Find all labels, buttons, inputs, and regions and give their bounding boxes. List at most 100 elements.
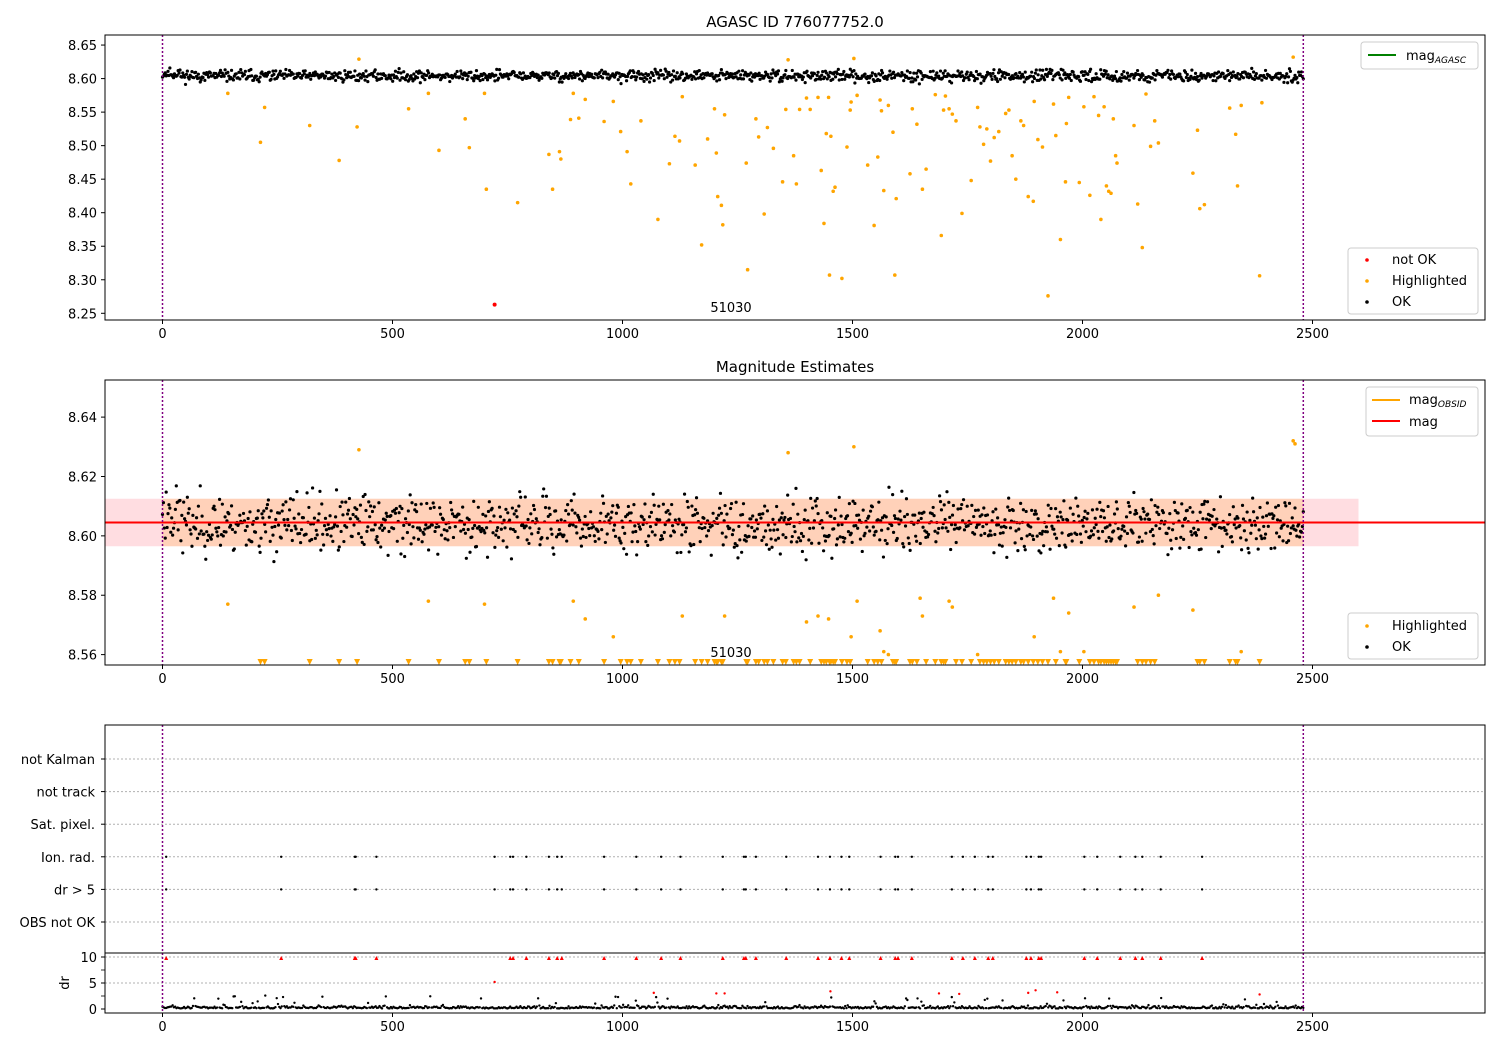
magnitude-ok-point (373, 523, 377, 527)
magnitude-ok-point (960, 502, 964, 507)
agasc-ok-point (496, 76, 501, 80)
magnitude-ok-point (591, 525, 596, 529)
dr-point (233, 995, 237, 998)
magnitude-ok-point (1011, 508, 1015, 513)
magnitude-highlighted-point (571, 599, 576, 603)
dr-point (319, 1005, 323, 1009)
agasc-highlighted-point (988, 159, 993, 163)
dr-point (745, 1007, 748, 1010)
agasc-ok-point (1031, 80, 1035, 84)
dr-large-point (1258, 993, 1261, 996)
agasc-ok-point (308, 71, 312, 76)
dr-point (231, 1006, 234, 1010)
agasc-y-tick-label: 8.65 (68, 39, 97, 54)
magnitude-ok-point (1299, 530, 1304, 534)
agasc-highlighted-point (797, 107, 802, 112)
agasc-ok-point (478, 79, 482, 83)
agasc-ok-point (938, 69, 943, 73)
magnitude-ok-point (771, 517, 775, 521)
magnitude-ok-point (548, 512, 552, 517)
agasc-highlighted-point (950, 112, 955, 116)
agasc-ok-point (570, 76, 574, 80)
magnitude-ok-point (314, 528, 318, 532)
magnitude-offscale-marker (405, 659, 412, 666)
magnitude-ok-point (600, 527, 604, 532)
magnitude-ok-point (821, 549, 826, 553)
magnitude-ok-point (1256, 547, 1260, 551)
agasc-ok-point (274, 69, 278, 73)
magnitude-ok-point (171, 533, 175, 537)
magnitude-ok-point (790, 534, 794, 539)
agasc-ok-point (1021, 75, 1025, 79)
magnitude-ok-point (1064, 545, 1068, 549)
agasc-ok-point (624, 79, 629, 83)
magnitude-ok-point (1077, 514, 1081, 518)
agasc-annotation: 51030 (710, 301, 751, 316)
magnitude-ok-point (487, 500, 491, 504)
flag-point (991, 888, 994, 891)
magnitude-ok-point (298, 531, 302, 536)
dr-point (1158, 1006, 1162, 1010)
magnitude-ok-point (1105, 525, 1109, 529)
agasc-ok-point (1044, 67, 1049, 71)
magnitude-ok-point (550, 532, 554, 536)
agasc-ok-point (471, 76, 475, 80)
agasc-ok-point (821, 70, 825, 74)
agasc-ok-point (1183, 70, 1188, 74)
agasc-ok-point (800, 77, 805, 82)
agasc-ok-point (1036, 73, 1040, 77)
dr-point (802, 1007, 805, 1010)
magnitude-ok-point (679, 550, 683, 555)
magnitude-ok-point (717, 513, 721, 517)
magnitude-ok-point (919, 516, 923, 521)
agasc-ok-point (1216, 70, 1221, 74)
magnitude-ok-point (896, 517, 900, 521)
magnitude-ok-point (1049, 506, 1053, 511)
dr-point (439, 1006, 442, 1010)
agasc-highlighted-point (939, 233, 944, 238)
dr-x-tick-label: 500 (380, 1020, 405, 1035)
magnitude-ok-point (541, 494, 545, 498)
magnitude-ok-point (1168, 512, 1172, 516)
magnitude-ok-point (496, 535, 501, 539)
agasc-ok-point (225, 79, 229, 83)
magnitude-ok-point (711, 511, 715, 515)
magnitude-ok-point (842, 540, 846, 544)
dr-point (666, 997, 669, 1000)
magnitude-ok-point (801, 534, 805, 538)
agasc-ok-point (1051, 78, 1055, 82)
agasc-ok-point (717, 78, 722, 82)
magnitude-ok-point (1005, 555, 1009, 559)
dr-point (427, 1006, 431, 1009)
magnitude-ok-point (315, 533, 319, 537)
agasc-ok-point (1063, 71, 1067, 75)
dr-point (1157, 1004, 1160, 1008)
magnitude-ok-point (706, 528, 711, 533)
magnitude-ok-point (268, 539, 272, 543)
dr-point (621, 1003, 625, 1007)
magnitude-ok-point (1295, 534, 1299, 538)
agasc-ok-point (464, 72, 468, 76)
magnitude-ok-point (1074, 496, 1078, 500)
agasc-highlighted-point (1099, 217, 1103, 222)
magnitude-ok-point (1284, 504, 1288, 508)
dr-point (1220, 1005, 1224, 1008)
dr-point (703, 1004, 706, 1007)
magnitude-ok-point (1190, 533, 1194, 537)
agasc-ok-point (1288, 69, 1293, 73)
magnitude-ok-point (202, 532, 206, 536)
agasc-ok-point (758, 77, 762, 81)
magnitude-ok-point (340, 500, 344, 504)
dr-capped-marker (972, 956, 977, 961)
agasc-ok-point (1084, 77, 1088, 82)
dr-point (293, 1001, 296, 1005)
dr-point (1233, 1007, 1236, 1010)
agasc-highlighted-point (1046, 294, 1050, 298)
dr-point (1222, 1003, 1225, 1006)
magnitude-ok-point (426, 548, 431, 552)
magnitude-ok-point (1097, 536, 1101, 540)
agasc-ok-point (1295, 75, 1299, 80)
magnitude-ok-point (171, 526, 176, 530)
magnitude-offscale-marker (958, 659, 965, 666)
magnitude-ok-point (606, 512, 610, 516)
